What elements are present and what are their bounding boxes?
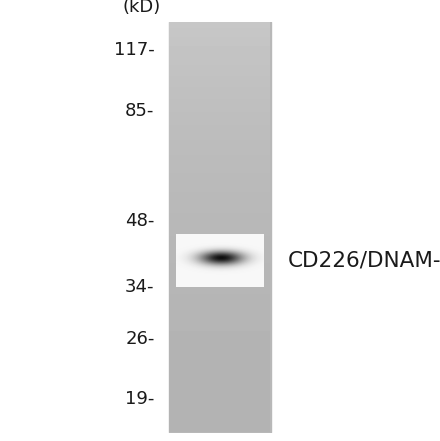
Text: 34-: 34- [125, 278, 154, 296]
Text: (kD): (kD) [123, 0, 161, 16]
Text: 85-: 85- [125, 102, 154, 120]
Text: 26-: 26- [125, 330, 154, 348]
Text: 19-: 19- [125, 390, 154, 408]
Text: CD226/DNAM-1: CD226/DNAM-1 [288, 251, 440, 271]
Text: 117-: 117- [114, 41, 154, 59]
Text: 48-: 48- [125, 212, 154, 230]
